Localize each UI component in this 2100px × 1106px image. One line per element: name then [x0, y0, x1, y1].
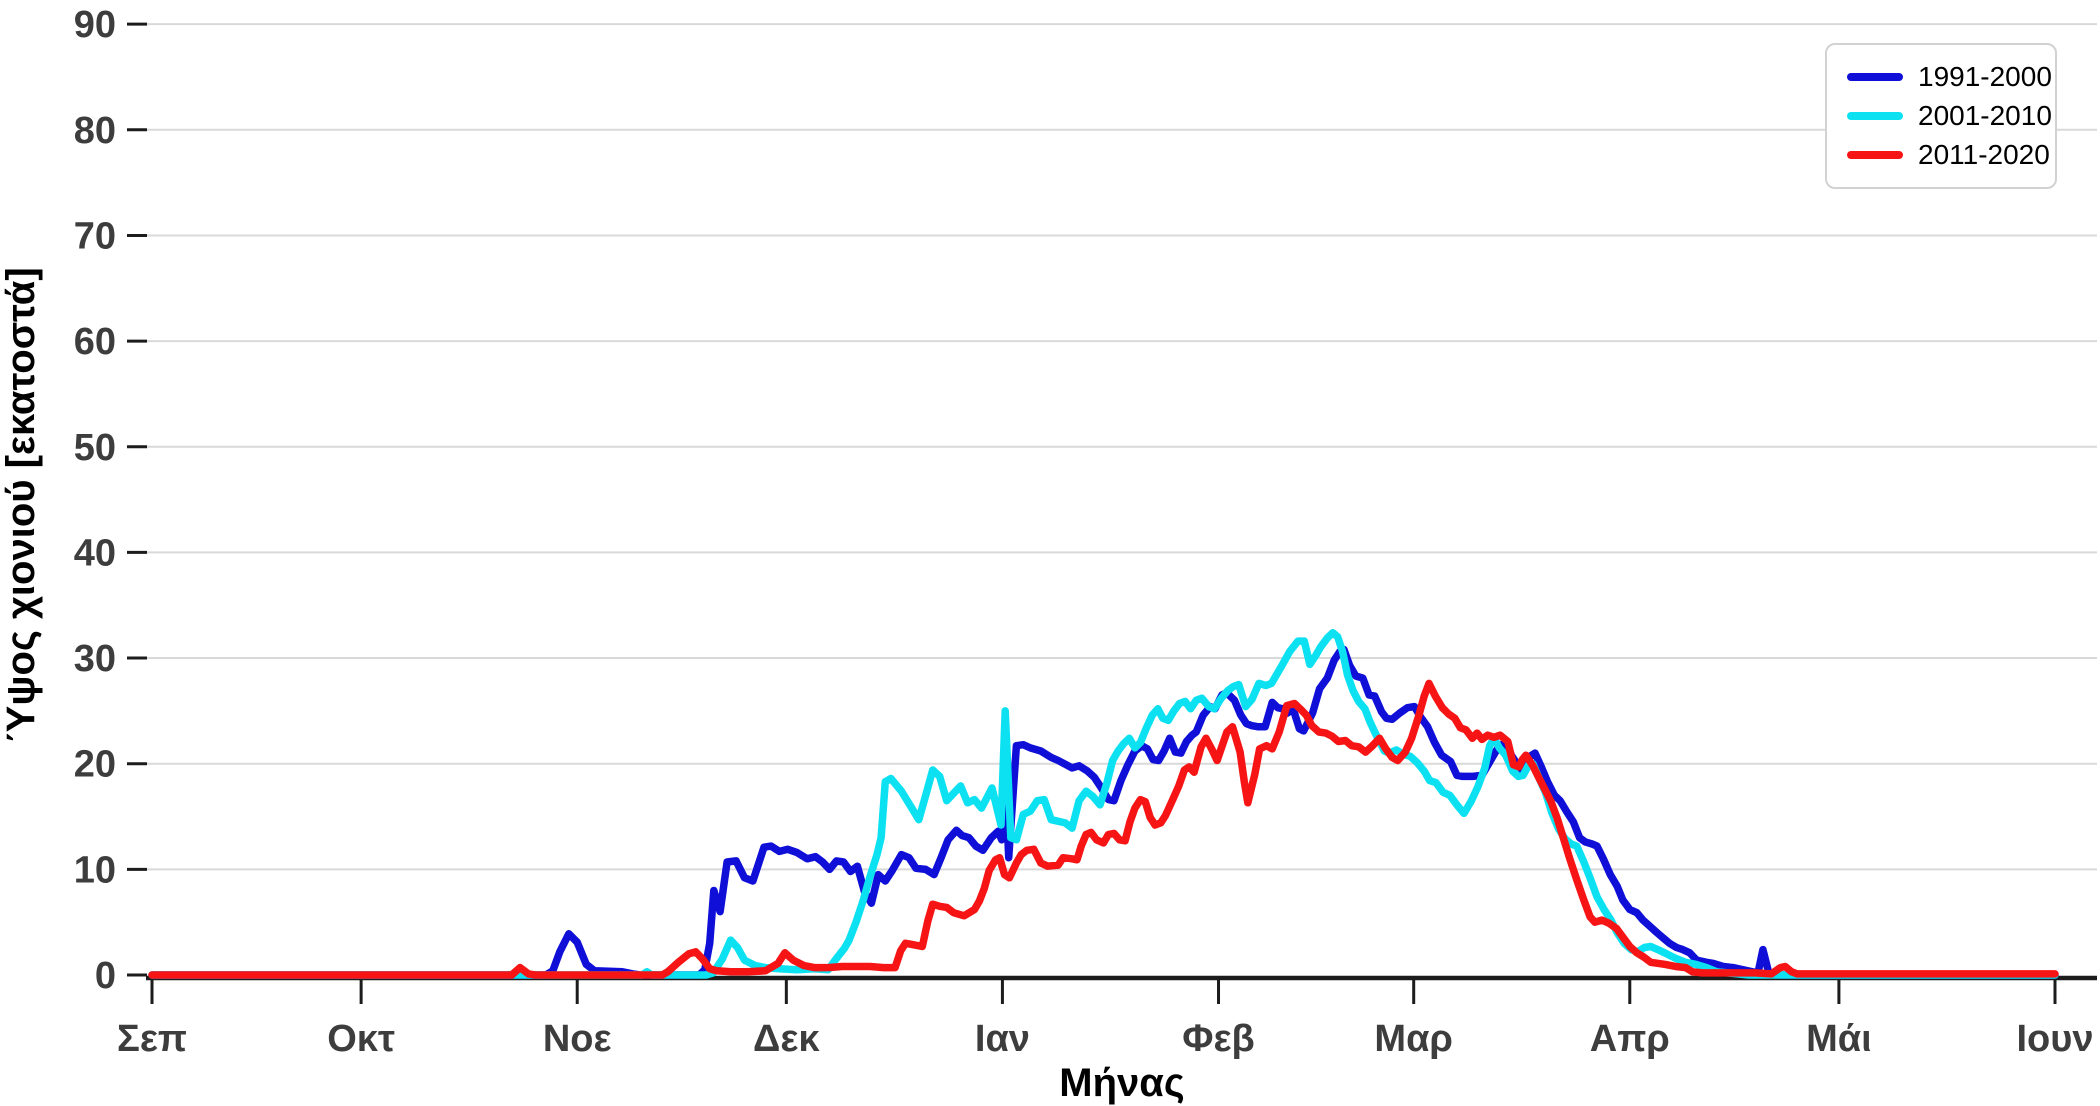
legend-label: 2011-2020	[1918, 139, 2050, 170]
legend-item-2001-2010: 2001-2010	[1847, 102, 2055, 130]
legend-item-1991-2000: 1991-2000	[1847, 63, 2055, 91]
x-tick-label-Μαρ: Μαρ	[1374, 1018, 1453, 1060]
legend: 1991-2000 2001-2010 2011-2020	[1825, 43, 2057, 189]
series-line-1991-2000	[148, 645, 2059, 979]
y-tick-label-50: 50	[74, 427, 116, 469]
x-tick-label-Απρ: Απρ	[1590, 1018, 1670, 1060]
legend-label: 2001-2010	[1918, 100, 2052, 131]
x-tick-label-Ιουν: Ιουν	[2016, 1018, 2093, 1060]
x-tick-label-Νοε: Νοε	[543, 1018, 612, 1060]
x-tick-label-Δεκ: Δεκ	[753, 1018, 820, 1060]
legend-line-swatch-blue	[1847, 73, 1903, 81]
y-tick-label-80: 80	[74, 110, 116, 152]
x-axis-title: Μήνας	[1059, 1061, 1184, 1105]
x-tick-label-Ιαν: Ιαν	[975, 1018, 1030, 1060]
y-tick-label-70: 70	[74, 215, 116, 257]
series-line-2001-2010	[148, 628, 2059, 979]
y-tick-label-40: 40	[74, 532, 116, 574]
legend-line-swatch-cyan	[1847, 112, 1903, 120]
y-tick-label-60: 60	[74, 321, 116, 363]
legend-label: 1991-2000	[1918, 61, 2052, 92]
y-tick-label-90: 90	[74, 4, 116, 46]
x-tick-label-Σεπ: Σεπ	[117, 1018, 187, 1060]
x-tick-label-Φεβ: Φεβ	[1182, 1018, 1254, 1060]
y-tick-label-20: 20	[74, 744, 116, 786]
y-tick-label-10: 10	[74, 849, 116, 891]
x-tick-label-Μάι: Μάι	[1806, 1018, 1872, 1060]
legend-item-2011-2020: 2011-2020	[1847, 141, 2055, 169]
y-tick-label-30: 30	[74, 638, 116, 680]
series-line-2011-2020	[148, 679, 2059, 979]
x-tick-label-Οκτ: Οκτ	[327, 1018, 395, 1060]
y-tick-label-0: 0	[95, 955, 116, 997]
legend-line-swatch-red	[1847, 151, 1903, 159]
y-axis-title: Ύψος χιονιού [εκατοστά]	[0, 267, 43, 742]
